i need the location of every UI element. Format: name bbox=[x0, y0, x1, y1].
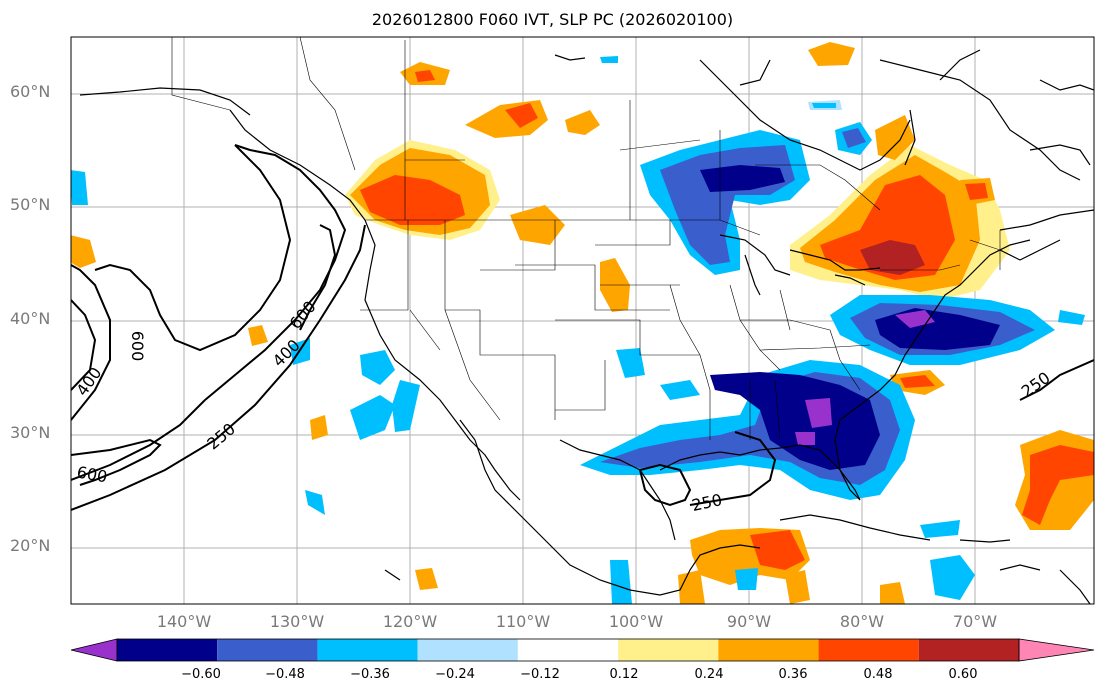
colorbar-segment bbox=[117, 639, 218, 661]
ivt-positive-blob bbox=[750, 530, 805, 570]
colorbar-extend-low bbox=[70, 638, 118, 662]
map-title: 2026012800 F060 IVT, SLP PC (2026020100) bbox=[371, 10, 734, 29]
contour-label: 250 bbox=[1018, 368, 1054, 401]
ivt-positive-blob bbox=[71, 235, 96, 268]
ivt-negative-blob bbox=[660, 380, 700, 400]
ivt-positive-blob bbox=[678, 570, 705, 604]
colorbar-segment bbox=[918, 639, 1019, 661]
colorbar-outline bbox=[116, 638, 1020, 662]
ivt-negative-blob bbox=[616, 348, 645, 378]
ivt-negative-blob bbox=[305, 490, 325, 515]
map-frame bbox=[70, 36, 1095, 605]
colorbar-segment bbox=[217, 639, 318, 661]
ivt-positive-blob bbox=[510, 205, 565, 245]
colorbar-tick: −0.12 bbox=[520, 667, 560, 682]
ivt-negative-blob bbox=[920, 520, 960, 538]
lon-label: 90°W bbox=[726, 612, 772, 631]
colorbar-tick: 0.48 bbox=[863, 667, 893, 682]
ivt-negative-blob bbox=[610, 560, 632, 604]
ivt-positive-blob bbox=[880, 582, 905, 604]
lon-label: 70°W bbox=[952, 612, 998, 631]
colorbar-extend-high bbox=[1018, 638, 1095, 662]
ivt-negative-blob bbox=[735, 568, 758, 590]
ivt-positive-blob bbox=[875, 115, 915, 160]
ivt-positive-blob bbox=[360, 175, 465, 225]
ivt-negative-blob bbox=[350, 395, 395, 440]
lon-label: 100°W bbox=[608, 612, 664, 631]
ivt-positive-blob bbox=[505, 103, 538, 128]
colorbar-segment bbox=[718, 639, 819, 661]
ivt-negative-blob bbox=[710, 372, 880, 470]
lat-label: 60°N bbox=[10, 82, 51, 101]
colorbar-tick: −0.60 bbox=[181, 667, 221, 682]
contour-label: 600 bbox=[75, 462, 108, 486]
colorbar-tick: −0.48 bbox=[265, 667, 305, 682]
contour-label: 600 bbox=[128, 331, 147, 362]
ivt-negative-blob bbox=[895, 310, 935, 328]
contour-label: 250 bbox=[690, 490, 724, 515]
lon-label: 140°W bbox=[156, 612, 212, 631]
colorbar-tick: 0.12 bbox=[609, 667, 639, 682]
colorbar-tick: 0.36 bbox=[778, 667, 808, 682]
lon-label: 120°W bbox=[382, 612, 438, 631]
ivt-negative-blob bbox=[600, 56, 618, 63]
colorbar-tick: −0.24 bbox=[435, 667, 475, 682]
colorbar-segment bbox=[618, 639, 719, 661]
ivt-positive-blob bbox=[565, 110, 600, 135]
ivt-negative-blob bbox=[392, 380, 420, 432]
colorbar bbox=[70, 638, 1095, 662]
ivt-positive-blob bbox=[785, 570, 810, 604]
colorbar-segment bbox=[417, 639, 518, 661]
colorbar-segment bbox=[317, 639, 418, 661]
lon-label: 130°W bbox=[269, 612, 325, 631]
ivt-positive-blob bbox=[310, 415, 328, 440]
map-plot-area: 400 600 600 400 600 250 250 250 bbox=[71, 37, 1094, 604]
ivt-positive-blob bbox=[820, 175, 955, 280]
slp-contours bbox=[71, 144, 1094, 511]
lat-label: 50°N bbox=[10, 195, 51, 214]
colorbar-tick: 0.60 bbox=[948, 667, 978, 682]
ivt-negative-blob bbox=[1058, 310, 1085, 325]
ivt-negative-blob bbox=[700, 165, 785, 192]
coastlines bbox=[79, 49, 1094, 604]
lon-label: 110°W bbox=[495, 612, 551, 631]
lat-label: 20°N bbox=[10, 536, 51, 555]
ivt-negative-blob bbox=[930, 555, 975, 600]
ivt-negative-blob bbox=[842, 128, 866, 148]
ivt-positive-blob bbox=[248, 325, 268, 346]
contour-label: 400 bbox=[72, 364, 105, 400]
lat-label: 40°N bbox=[10, 309, 51, 328]
ivt-positive-blob bbox=[415, 70, 435, 82]
ivt-positive-blob bbox=[900, 375, 935, 388]
ivt-negative-blob bbox=[812, 103, 836, 108]
ivt-positive-blob bbox=[415, 568, 438, 590]
ivt-fill-layer bbox=[71, 42, 1094, 604]
ivt-negative-blob bbox=[795, 432, 815, 445]
colorbar-segment bbox=[818, 639, 919, 661]
lon-label: 80°W bbox=[839, 612, 885, 631]
colorbar-tick: −0.36 bbox=[350, 667, 390, 682]
ivt-negative-blob bbox=[71, 170, 88, 205]
colorbar-segment bbox=[517, 639, 619, 661]
ivt-negative-blob bbox=[805, 398, 832, 428]
political-borders bbox=[171, 37, 1001, 441]
colorbar-tick: 0.24 bbox=[694, 667, 724, 682]
ivt-positive-blob bbox=[808, 42, 855, 66]
ivt-positive-blob bbox=[1022, 445, 1094, 525]
ivt-positive-blob bbox=[965, 183, 988, 200]
lat-label: 30°N bbox=[10, 423, 51, 442]
ivt-negative-blob bbox=[360, 350, 395, 385]
ivt-positive-blob bbox=[860, 240, 925, 275]
